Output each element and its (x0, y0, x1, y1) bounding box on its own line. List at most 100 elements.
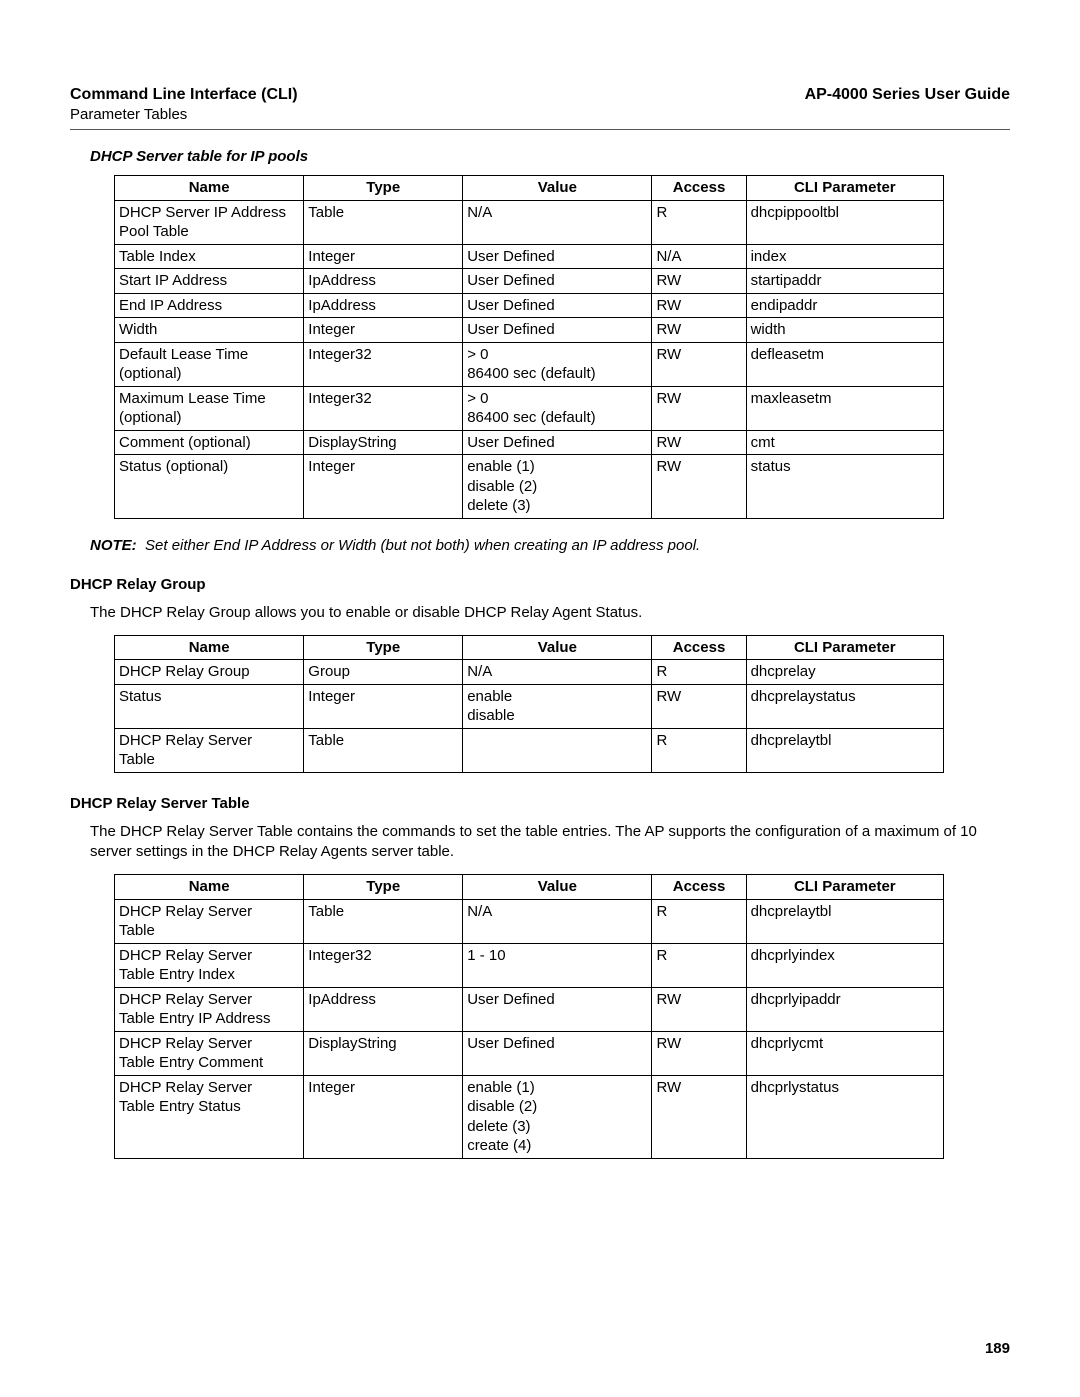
cell-cli-parameter: dhcprelaytbl (746, 899, 943, 943)
cell-cli-parameter: dhcprelaytbl (746, 728, 943, 772)
cell-type: Integer32 (304, 342, 463, 386)
col-header-value: Value (463, 176, 652, 201)
cell-access: RW (652, 269, 746, 294)
note-label: NOTE: (90, 537, 137, 554)
cell-value: enabledisable (463, 684, 652, 728)
cell-cli-parameter: dhcprlycmt (746, 1031, 943, 1075)
table-header-row: Name Type Value Access CLI Parameter (115, 176, 944, 201)
cell-value: User Defined (463, 987, 652, 1031)
cell-value: User Defined (463, 269, 652, 294)
header-left-title: Command Line Interface (CLI) (70, 86, 298, 104)
cell-type: Integer32 (304, 943, 463, 987)
cell-access: R (652, 943, 746, 987)
section3-desc: The DHCP Relay Server Table contains the… (90, 822, 1010, 863)
table-row: DHCP Server IP AddressPool TableTableN/A… (115, 200, 944, 244)
cell-access: R (652, 899, 746, 943)
cell-type: DisplayString (304, 430, 463, 455)
cell-cli-parameter: startipaddr (746, 269, 943, 294)
section1-title: DHCP Server table for IP pools (90, 148, 1010, 165)
table-row: DHCP Relay ServerTable Entry CommentDisp… (115, 1031, 944, 1075)
col-header-name: Name (115, 875, 304, 900)
cell-name: Status (optional) (115, 455, 304, 519)
table-row: DHCP Relay GroupGroupN/ARdhcprelay (115, 660, 944, 685)
cell-value: > 086400 sec (default) (463, 342, 652, 386)
cell-cli-parameter: index (746, 244, 943, 269)
col-header-name: Name (115, 635, 304, 660)
col-header-type: Type (304, 635, 463, 660)
col-header-access: Access (652, 176, 746, 201)
table-row: DHCP Relay ServerTable Entry StatusInteg… (115, 1075, 944, 1158)
cell-type: Table (304, 200, 463, 244)
table-row: Table IndexIntegerUser DefinedN/Aindex (115, 244, 944, 269)
page-header: Command Line Interface (CLI) AP-4000 Ser… (70, 86, 1010, 104)
table-row: DHCP Relay ServerTableTableRdhcprelaytbl (115, 728, 944, 772)
cell-cli-parameter: dhcprlyindex (746, 943, 943, 987)
col-header-value: Value (463, 875, 652, 900)
col-header-type: Type (304, 176, 463, 201)
cell-value: User Defined (463, 318, 652, 343)
header-subtitle: Parameter Tables (70, 106, 1010, 123)
cell-type: Integer (304, 684, 463, 728)
cell-name: DHCP Server IP AddressPool Table (115, 200, 304, 244)
cell-cli-parameter: status (746, 455, 943, 519)
cell-name: End IP Address (115, 293, 304, 318)
cell-access: RW (652, 318, 746, 343)
note-body: Set either End IP Address or Width (but … (145, 537, 700, 554)
section1-note: NOTE: Set either End IP Address or Width… (90, 537, 1010, 554)
col-header-cli: CLI Parameter (746, 176, 943, 201)
cell-type: Group (304, 660, 463, 685)
section3-table: Name Type Value Access CLI Parameter DHC… (114, 874, 944, 1159)
table-row: DHCP Relay ServerTable Entry IP AddressI… (115, 987, 944, 1031)
section2-table: Name Type Value Access CLI Parameter DHC… (114, 635, 944, 773)
table-row: Status (optional)Integerenable (1)disabl… (115, 455, 944, 519)
cell-type: IpAddress (304, 293, 463, 318)
cell-cli-parameter: dhcprlyipaddr (746, 987, 943, 1031)
table-row: DHCP Relay ServerTable Entry IndexIntege… (115, 943, 944, 987)
cell-value (463, 728, 652, 772)
page-number: 189 (985, 1340, 1010, 1357)
cell-type: Integer (304, 455, 463, 519)
cell-name: Width (115, 318, 304, 343)
section2-desc: The DHCP Relay Group allows you to enabl… (90, 603, 1010, 623)
cell-cli-parameter: dhcprlystatus (746, 1075, 943, 1158)
cell-access: RW (652, 455, 746, 519)
cell-cli-parameter: dhcprelay (746, 660, 943, 685)
cell-name: Default Lease Time(optional) (115, 342, 304, 386)
cell-value: User Defined (463, 293, 652, 318)
cell-access: RW (652, 684, 746, 728)
table-header-row: Name Type Value Access CLI Parameter (115, 875, 944, 900)
header-right-title: AP-4000 Series User Guide (805, 86, 1010, 104)
cell-type: Table (304, 728, 463, 772)
cell-access: RW (652, 1031, 746, 1075)
col-header-value: Value (463, 635, 652, 660)
cell-type: IpAddress (304, 269, 463, 294)
cell-name: DHCP Relay Group (115, 660, 304, 685)
section2-title: DHCP Relay Group (70, 576, 1010, 593)
cell-access: RW (652, 342, 746, 386)
col-header-cli: CLI Parameter (746, 875, 943, 900)
cell-value: User Defined (463, 1031, 652, 1075)
cell-access: RW (652, 386, 746, 430)
cell-value: enable (1)disable (2)delete (3) (463, 455, 652, 519)
table-row: Comment (optional)DisplayStringUser Defi… (115, 430, 944, 455)
section3-title: DHCP Relay Server Table (70, 795, 1010, 812)
cell-cli-parameter: dhcpippooltbl (746, 200, 943, 244)
cell-value: N/A (463, 899, 652, 943)
cell-type: DisplayString (304, 1031, 463, 1075)
table-row: StatusIntegerenabledisableRWdhcprelaysta… (115, 684, 944, 728)
section3-tbody: DHCP Relay ServerTableTableN/ARdhcprelay… (115, 899, 944, 1158)
header-divider (70, 129, 1010, 130)
col-header-name: Name (115, 176, 304, 201)
cell-value: > 086400 sec (default) (463, 386, 652, 430)
table-header-row: Name Type Value Access CLI Parameter (115, 635, 944, 660)
cell-access: R (652, 200, 746, 244)
cell-type: Table (304, 899, 463, 943)
cell-value: User Defined (463, 430, 652, 455)
cell-type: IpAddress (304, 987, 463, 1031)
cell-cli-parameter: defleasetm (746, 342, 943, 386)
cell-cli-parameter: width (746, 318, 943, 343)
col-header-access: Access (652, 875, 746, 900)
cell-value: N/A (463, 660, 652, 685)
cell-name: DHCP Relay ServerTable Entry IP Address (115, 987, 304, 1031)
document-page: Command Line Interface (CLI) AP-4000 Ser… (0, 0, 1080, 1397)
